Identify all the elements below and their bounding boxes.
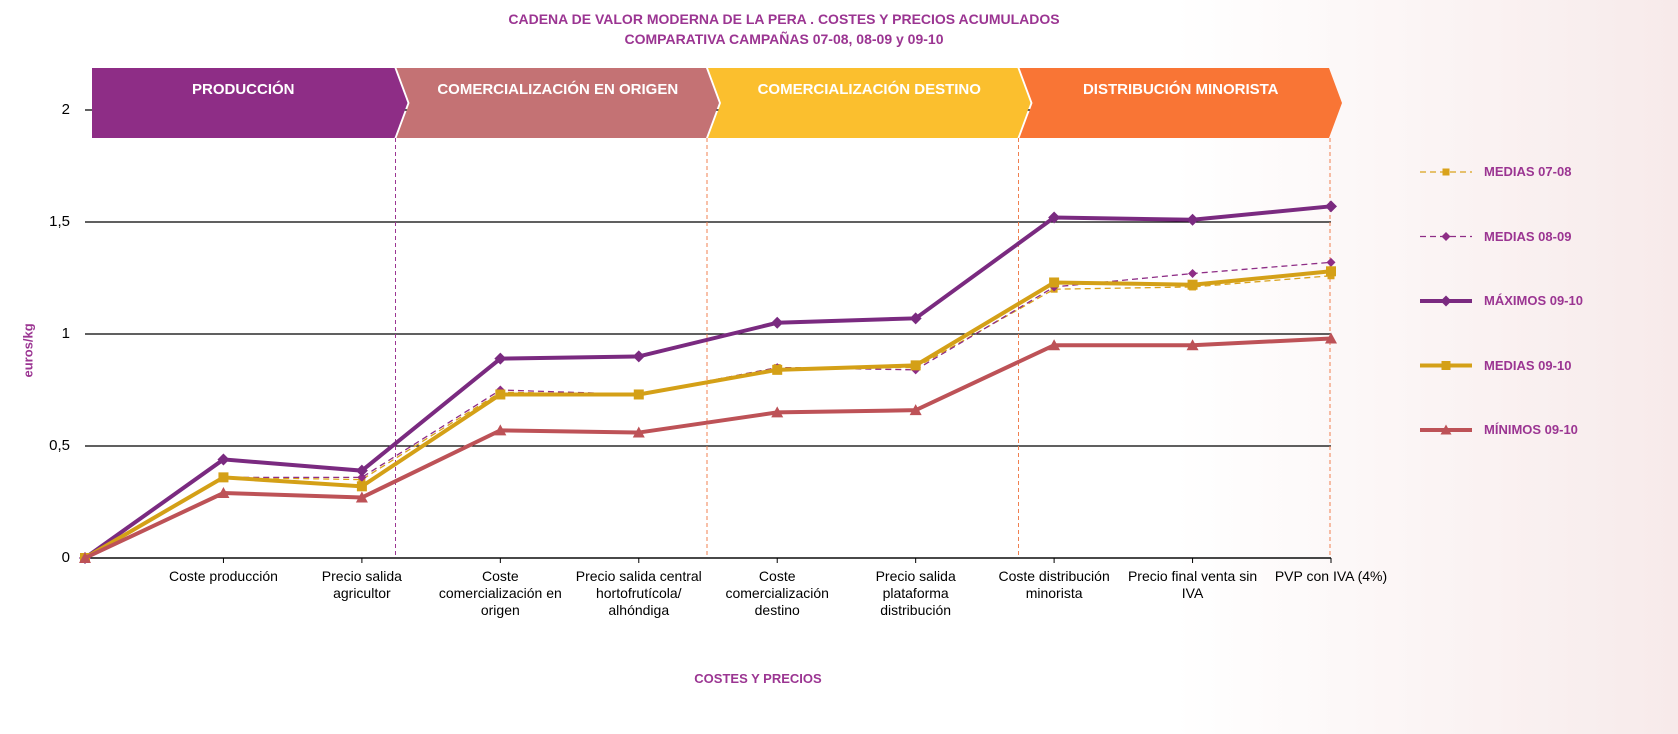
data-point xyxy=(632,426,645,438)
x-tick-label: PVP con IVA (4%) xyxy=(1274,568,1388,584)
phase-arrow xyxy=(1019,68,1342,138)
legend-marker xyxy=(1441,232,1451,241)
y-axis-label: euros/kg xyxy=(20,323,36,378)
chart-subtitle: COMPARATIVA CAMPAÑAS 07-08, 08-09 y 09-1… xyxy=(624,31,944,47)
data-point xyxy=(1326,266,1336,277)
data-point xyxy=(1325,332,1337,344)
x-tick-label: Coste producción xyxy=(168,568,278,584)
x-axis-label: COSTES Y PRECIOS xyxy=(694,671,822,686)
data-point xyxy=(772,364,783,375)
y-tick-label: 0 xyxy=(61,549,70,566)
series-line xyxy=(84,275,1332,559)
chart-title: CADENA DE VALOR MODERNA DE LA PERA . COS… xyxy=(508,11,1060,27)
data-point xyxy=(1186,213,1199,226)
data-point xyxy=(494,352,507,365)
data-point xyxy=(1048,211,1061,224)
data-point xyxy=(494,424,507,436)
data-point xyxy=(1326,257,1336,267)
phase-label: DISTRIBUCIÓN MINORISTA xyxy=(1082,81,1279,98)
legend-marker xyxy=(1440,295,1452,307)
data-point xyxy=(909,404,922,416)
x-tick-label: Coste comercialización en origen xyxy=(438,568,562,618)
phase-arrow xyxy=(396,68,719,138)
y-tick-label: 1,5 xyxy=(49,213,70,230)
data-point xyxy=(356,481,367,492)
data-point xyxy=(355,464,368,477)
legend-label: MÁXIMOS 09-10 xyxy=(1484,293,1583,308)
legend-label: MEDIAS 09-10 xyxy=(1484,357,1572,373)
data-point xyxy=(1048,339,1061,351)
data-point xyxy=(1049,277,1060,288)
y-tick-label: 2 xyxy=(61,101,70,118)
series-line xyxy=(83,269,1332,560)
data-point xyxy=(495,389,506,400)
legend-label: MEDIAS 08-09 xyxy=(1484,228,1572,244)
legend-marker xyxy=(1442,168,1450,176)
legend-marker xyxy=(1441,361,1451,370)
legend-label: MÍNIMOS 09-10 xyxy=(1484,422,1578,437)
phase-label: COMERCIALIZACIÓN DESTINO xyxy=(757,81,981,98)
x-tick-label: Precio salida agricultor xyxy=(321,568,402,601)
x-tick-label: Precio salida central hortofrutícola/ al… xyxy=(575,568,702,618)
data-point xyxy=(632,350,645,363)
data-point xyxy=(1188,269,1198,279)
x-tick-label: Precio salida plataforma distribución xyxy=(875,568,956,618)
phase-arrow xyxy=(92,68,408,138)
data-point xyxy=(79,552,91,563)
data-point xyxy=(218,472,229,483)
data-point xyxy=(909,312,922,325)
phase-label: COMERCIALIZACIÓN EN ORIGEN xyxy=(437,81,679,98)
series-line xyxy=(84,261,1332,559)
x-tick-label: Coste distribución minorista xyxy=(998,568,1110,601)
phase-arrow xyxy=(708,68,1031,138)
data-point xyxy=(1186,339,1199,351)
series-line xyxy=(84,336,1332,560)
data-point xyxy=(1325,200,1337,213)
data-point xyxy=(217,453,230,466)
data-point xyxy=(1187,279,1198,290)
data-point xyxy=(355,491,368,503)
data-point xyxy=(633,389,644,400)
phase-label: PRODUCCIÓN xyxy=(191,81,295,98)
data-point xyxy=(910,360,921,371)
y-tick-label: 0,5 xyxy=(49,437,70,454)
y-tick-label: 1 xyxy=(61,325,70,342)
data-point xyxy=(217,487,230,499)
series-line xyxy=(83,204,1332,560)
data-point xyxy=(357,472,367,482)
legend-label: MEDIAS 07-08 xyxy=(1484,164,1572,179)
x-tick-label: Precio final venta sin IVA xyxy=(1127,568,1258,601)
legend-marker xyxy=(1440,424,1452,435)
data-point xyxy=(771,316,784,329)
x-tick-label: Coste comercialización destino xyxy=(725,568,829,618)
data-point xyxy=(771,406,784,418)
